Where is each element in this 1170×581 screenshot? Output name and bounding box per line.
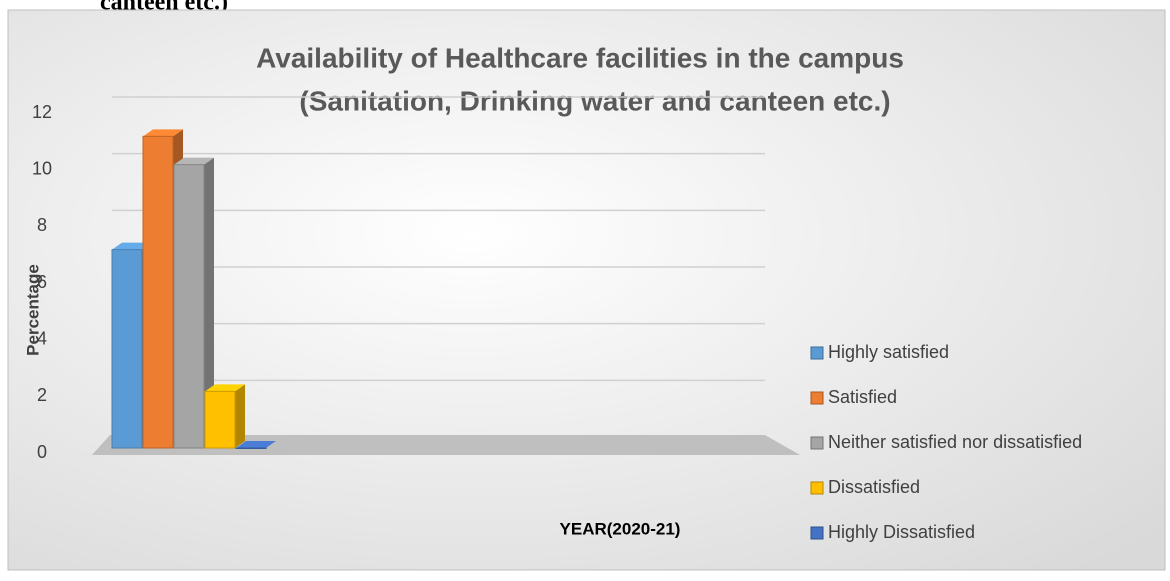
bar-side bbox=[235, 384, 245, 448]
bar-top bbox=[143, 129, 183, 137]
legend-label: Highly Dissatisfied bbox=[828, 522, 975, 542]
y-tick-label: 8 bbox=[37, 215, 47, 235]
legend-swatch bbox=[810, 391, 824, 405]
bar bbox=[111, 249, 143, 449]
bar-top bbox=[205, 384, 245, 392]
y-tick-label: 0 bbox=[37, 442, 47, 462]
y-tick-label: 4 bbox=[37, 328, 47, 348]
chart-title: (Sanitation, Drinking water and canteen … bbox=[299, 85, 890, 116]
y-tick-label: 6 bbox=[37, 272, 47, 292]
bar-side bbox=[204, 157, 214, 448]
legend-swatch bbox=[810, 526, 824, 540]
legend-swatch bbox=[810, 346, 824, 360]
bar bbox=[173, 164, 205, 449]
y-tick-label: 10 bbox=[32, 158, 52, 178]
y-tick-label: 2 bbox=[37, 385, 47, 405]
bar-top bbox=[174, 157, 214, 165]
y-tick-label: 12 bbox=[32, 102, 52, 122]
y-axis-label: Percentage bbox=[23, 264, 42, 356]
bar bbox=[235, 447, 267, 449]
legend-label: Neither satisfied nor dissatisfied bbox=[828, 432, 1082, 452]
legend-swatch bbox=[810, 481, 824, 495]
legend-label: Satisfied bbox=[828, 387, 897, 407]
legend-label: Dissatisfied bbox=[828, 477, 920, 497]
bar-top bbox=[112, 242, 152, 250]
bar bbox=[142, 135, 174, 449]
legend-label: Highly satisfied bbox=[828, 342, 949, 362]
floor bbox=[92, 435, 800, 455]
chart-title: Availability of Healthcare facilities in… bbox=[256, 42, 904, 73]
x-axis-label: YEAR(2020-21) bbox=[560, 519, 681, 538]
bar-top bbox=[236, 441, 276, 448]
legend-swatch bbox=[810, 436, 824, 450]
bar bbox=[204, 390, 236, 449]
